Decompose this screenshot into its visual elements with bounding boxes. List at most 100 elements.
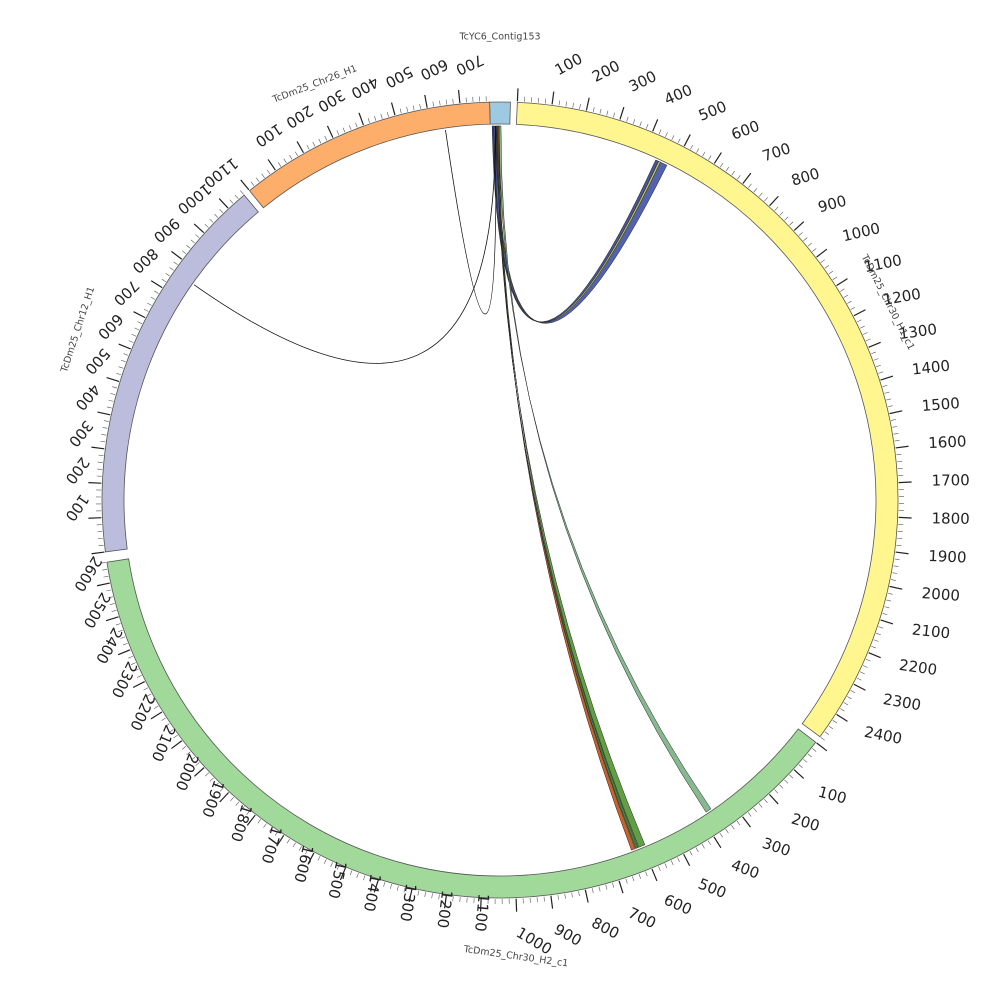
link-line[interactable] [193,126,496,364]
ideogram-chr30h1[interactable] [515,101,899,738]
tick-label: 1700 [258,824,286,866]
minor-tick [452,896,454,902]
tick-label: 600 [94,310,127,343]
major-tick [246,814,256,826]
major-tick [118,343,131,350]
minor-tick [154,290,159,294]
minor-tick [896,544,902,547]
minor-tick [592,107,595,113]
minor-tick [893,433,899,435]
minor-tick [702,151,706,157]
minor-tick [753,188,758,193]
minor-tick [677,138,681,144]
minor-tick [100,440,106,443]
major-tick [742,816,751,828]
minor-tick [878,626,884,629]
minor-tick [544,98,547,104]
minor-tick [572,102,574,108]
minor-tick [250,181,255,186]
minor-tick [186,751,191,756]
tick-label: 1900 [198,778,228,820]
minor-tick [599,108,602,114]
major-tick [97,411,111,416]
minor-tick [613,112,616,118]
minor-tick [209,777,214,782]
major-tick [171,250,183,260]
link-line[interactable] [445,126,497,315]
major-tick [457,90,461,104]
chromosome-name-chr30h2: TcDm25_Chr30_H2_c1 [462,944,569,970]
minor-tick [803,758,808,763]
minor-tick [758,803,763,808]
minor-tick [266,169,271,175]
major-tick [742,172,752,184]
minor-tick [764,197,768,202]
minor-tick [820,737,825,741]
minor-tick [862,332,868,335]
minor-tick [257,819,262,824]
minor-tick [261,173,265,179]
minor-tick [860,325,865,329]
minor-tick [107,596,113,599]
major-tick [584,889,589,903]
minor-tick [128,340,134,343]
minor-tick [349,870,353,876]
major-tick [91,446,105,450]
minor-tick [886,599,892,602]
ideogram-chr26h1[interactable] [248,101,491,209]
minor-tick [317,856,321,861]
minor-tick [665,132,668,138]
minor-tick [828,270,834,275]
minor-tick [246,810,250,815]
minor-tick [131,333,137,337]
minor-tick [165,723,170,727]
minor-tick [873,639,879,642]
ideogram-contig153[interactable] [489,101,511,125]
minor-tick [109,603,115,606]
major-tick [895,445,909,449]
minor-tick [120,636,126,639]
minor-tick [894,439,900,442]
link-ribbon[interactable] [498,125,712,813]
major-tick [550,895,554,909]
minor-tick [292,842,296,848]
major-tick [889,585,903,590]
minor-tick [606,110,609,116]
tick-label: 900 [551,920,585,950]
ideogram-layer [101,101,899,899]
minor-tick [115,623,121,626]
minor-tick [695,847,699,853]
tick-label: 1500 [921,394,960,415]
major-tick [194,767,205,777]
minor-tick [112,386,118,389]
label-layer: 100 200 300 4005006007008009001000110012001… [59,32,970,970]
major-tick [836,713,848,722]
ideogram-chr30h2[interactable] [106,558,817,899]
minor-tick [798,764,803,769]
major-tick [516,88,519,102]
tick-label: 700 [625,904,659,933]
minor-tick [101,434,107,436]
minor-tick [133,668,139,672]
link-ribbon[interactable] [492,125,668,324]
minor-tick [748,183,752,188]
link-ribbon[interactable] [497,125,636,851]
minor-tick [892,426,898,428]
minor-tick [638,873,641,879]
ideogram-chr12h1[interactable] [101,194,259,553]
major-tick [219,792,230,803]
link-ribbon[interactable] [496,125,639,849]
minor-tick [103,575,109,578]
minor-tick [758,192,763,197]
link-ribbon[interactable] [496,125,646,848]
minor-tick [111,609,117,612]
minor-tick [143,308,149,312]
minor-tick [645,124,649,129]
minor-tick [803,237,808,242]
tick-label: 200 [283,101,317,132]
minor-tick [565,101,567,107]
minor-tick [355,122,358,128]
tick-label: 700 [453,51,487,79]
link-ribbon[interactable] [491,125,659,323]
minor-tick [856,677,862,681]
